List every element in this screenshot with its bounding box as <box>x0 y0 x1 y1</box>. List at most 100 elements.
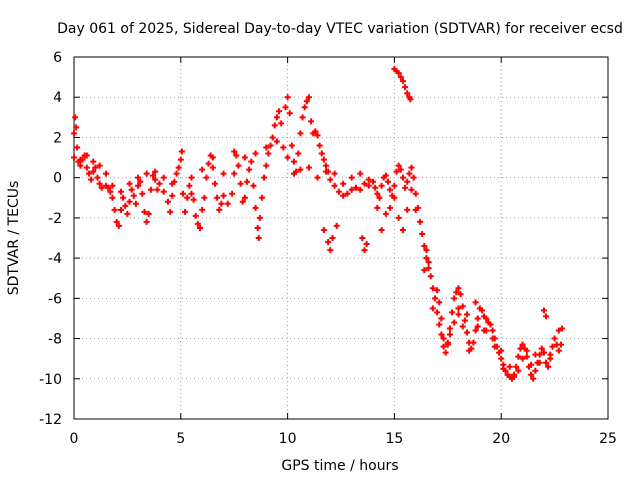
data-point <box>417 218 424 225</box>
data-point <box>395 70 402 77</box>
data-point <box>115 222 122 229</box>
data-point <box>256 214 263 221</box>
data-point <box>536 359 543 366</box>
data-point <box>540 307 547 314</box>
data-point <box>286 110 293 117</box>
data-point <box>214 194 221 201</box>
data-point <box>248 158 255 165</box>
data-point <box>156 180 163 187</box>
data-point <box>543 313 550 320</box>
data-point <box>474 315 481 322</box>
data-point <box>540 349 547 356</box>
data-point <box>190 196 197 203</box>
data-point <box>224 200 231 207</box>
y-tick-label: -2 <box>48 211 62 227</box>
data-point <box>182 208 189 215</box>
data-point <box>472 299 479 306</box>
data-point <box>278 120 285 127</box>
data-point <box>523 353 530 360</box>
y-tick-label: 4 <box>53 90 62 106</box>
data-point <box>436 299 443 306</box>
data-point <box>513 363 520 370</box>
data-point <box>498 347 505 354</box>
data-point <box>128 186 135 193</box>
data-point <box>472 327 479 334</box>
data-point <box>444 339 451 346</box>
data-point <box>399 78 406 85</box>
data-point <box>203 174 210 181</box>
data-point <box>365 182 372 189</box>
data-point <box>241 154 248 161</box>
data-point <box>267 142 274 149</box>
data-point <box>532 351 539 358</box>
data-point <box>376 194 383 201</box>
data-point <box>395 162 402 169</box>
data-point <box>515 353 522 360</box>
data-point <box>188 190 195 197</box>
data-point <box>120 194 127 201</box>
data-point <box>378 182 385 189</box>
data-point <box>83 164 90 171</box>
data-point <box>74 144 81 151</box>
data-point <box>370 178 377 185</box>
data-point <box>147 186 154 193</box>
data-point <box>453 289 460 296</box>
data-points <box>71 66 566 382</box>
data-point <box>117 206 124 213</box>
data-point <box>446 325 453 332</box>
data-point <box>77 156 84 163</box>
data-point <box>382 172 389 179</box>
data-point <box>528 371 535 378</box>
data-point <box>194 220 201 227</box>
data-point <box>255 235 262 241</box>
data-point <box>429 305 436 312</box>
data-point <box>487 321 494 328</box>
data-point <box>530 375 537 382</box>
data-point <box>407 96 414 103</box>
data-point <box>273 114 280 121</box>
data-point <box>90 158 97 165</box>
data-point <box>113 218 120 225</box>
data-point <box>359 235 366 241</box>
data-point <box>282 104 289 111</box>
data-point <box>164 198 171 205</box>
data-point <box>427 273 434 280</box>
data-point <box>506 363 513 370</box>
data-point <box>314 132 321 139</box>
data-point <box>145 210 152 217</box>
chart-title: Day 061 of 2025, Sidereal Day-to-day VTE… <box>57 21 623 37</box>
data-point <box>269 134 276 141</box>
data-point <box>491 343 498 350</box>
data-point <box>474 323 481 330</box>
data-point <box>331 170 338 177</box>
data-point <box>410 174 417 181</box>
data-point <box>305 94 312 101</box>
x-tick-label: 0 <box>70 431 79 447</box>
data-point <box>199 166 206 173</box>
data-point <box>361 180 368 187</box>
data-point <box>399 174 406 181</box>
data-point <box>96 180 103 187</box>
data-point <box>117 188 124 195</box>
data-point <box>555 347 562 354</box>
data-point <box>387 204 394 211</box>
data-point <box>291 170 298 177</box>
data-point <box>299 114 306 121</box>
data-point <box>374 190 381 197</box>
data-point <box>449 309 456 316</box>
data-point <box>423 255 430 262</box>
data-point <box>470 339 477 346</box>
plot-border <box>73 56 609 420</box>
data-point <box>438 315 445 322</box>
data-point <box>348 174 355 181</box>
data-point <box>137 178 144 185</box>
data-point <box>455 285 462 292</box>
y-tick-label: -6 <box>48 291 62 307</box>
data-point <box>263 144 270 151</box>
data-point <box>461 317 468 324</box>
data-point <box>361 247 368 254</box>
data-point <box>547 351 554 358</box>
data-point <box>135 182 142 189</box>
data-point <box>197 224 204 231</box>
